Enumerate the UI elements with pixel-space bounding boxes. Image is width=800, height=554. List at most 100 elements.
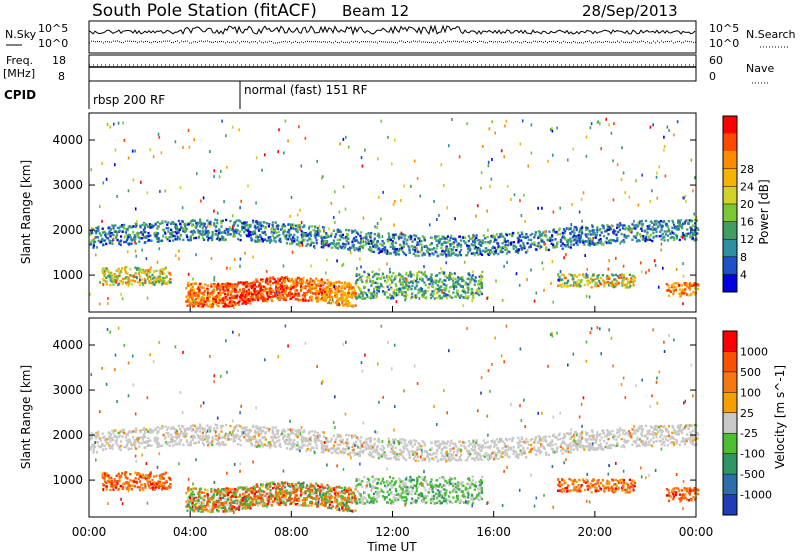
range-cell xyxy=(291,241,294,244)
range-cell xyxy=(504,243,507,246)
range-cell xyxy=(684,288,687,291)
range-cell xyxy=(464,281,467,285)
range-cell xyxy=(360,156,363,160)
range-cell xyxy=(384,246,387,250)
range-cell xyxy=(251,435,255,439)
range-cell xyxy=(207,229,210,233)
range-cell xyxy=(130,443,133,446)
range-cell xyxy=(535,291,538,295)
range-cell xyxy=(308,430,311,433)
range-cell xyxy=(352,443,355,446)
y-tick-label: 1000 xyxy=(52,268,83,282)
range-cell xyxy=(91,433,94,436)
range-cell xyxy=(296,444,299,447)
nave-tick-top: 60 xyxy=(709,54,723,67)
range-cell xyxy=(379,242,382,246)
range-cell xyxy=(231,299,234,303)
range-cell xyxy=(414,246,417,249)
range-cell xyxy=(389,283,392,286)
range-cell xyxy=(165,432,168,435)
range-cell xyxy=(325,234,329,238)
range-cell xyxy=(340,281,343,285)
range-cell xyxy=(462,239,465,243)
range-cell xyxy=(429,243,432,246)
range-cell xyxy=(559,278,562,281)
range-cell xyxy=(640,222,643,226)
range-cell xyxy=(256,431,259,434)
range-cell xyxy=(259,297,262,300)
range-cell xyxy=(296,228,299,231)
range-cell xyxy=(595,284,598,288)
range-cell xyxy=(600,240,603,243)
power-scatter xyxy=(89,117,700,309)
range-cell xyxy=(415,243,419,247)
range-cell xyxy=(687,294,691,297)
range-cell xyxy=(220,286,223,289)
range-cell xyxy=(107,297,109,300)
range-cell xyxy=(116,238,119,242)
range-cell xyxy=(359,278,362,281)
range-cell xyxy=(318,435,321,438)
range-cell xyxy=(414,250,417,253)
range-cell xyxy=(204,283,207,286)
range-cell xyxy=(684,194,687,198)
range-cell xyxy=(270,298,273,302)
range-cell xyxy=(265,222,268,225)
range-cell xyxy=(622,264,625,268)
range-cell xyxy=(564,238,567,241)
range-cell xyxy=(593,229,596,232)
range-cell xyxy=(623,233,626,237)
range-cell xyxy=(340,293,343,297)
range-cell xyxy=(118,272,121,275)
range-cell xyxy=(596,226,599,229)
range-cell xyxy=(618,228,621,232)
range-cell xyxy=(134,207,137,211)
range-cell xyxy=(689,226,692,229)
range-cell xyxy=(448,144,450,148)
range-cell xyxy=(431,282,434,286)
range-cell xyxy=(482,234,485,237)
range-cell xyxy=(134,235,137,238)
range-cell xyxy=(271,227,274,230)
range-cell xyxy=(445,237,448,240)
range-cell xyxy=(261,297,264,300)
range-cell xyxy=(569,246,572,249)
range-cell xyxy=(681,231,684,235)
range-cell xyxy=(278,283,281,286)
range-cell xyxy=(282,232,285,235)
range-cell xyxy=(595,282,598,285)
range-cell xyxy=(299,429,302,432)
range-cell xyxy=(435,251,438,254)
range-cell xyxy=(127,284,130,288)
power-colorbar-label: Power [dB] xyxy=(757,179,771,244)
range-cell xyxy=(114,163,116,167)
nave-label: Nave xyxy=(746,62,774,75)
range-cell xyxy=(389,267,391,271)
range-cell xyxy=(543,234,546,237)
range-cell xyxy=(428,278,431,281)
range-cell xyxy=(188,284,191,287)
range-cell xyxy=(625,235,628,238)
range-cell xyxy=(156,426,159,429)
range-cell xyxy=(358,450,361,454)
range-cell xyxy=(143,271,146,274)
range-cell xyxy=(389,252,392,255)
range-cell xyxy=(628,286,631,289)
range-cell xyxy=(451,118,453,121)
range-cell xyxy=(411,284,414,288)
range-cell xyxy=(322,281,325,285)
range-cell xyxy=(337,435,341,438)
range-cell xyxy=(551,260,554,264)
range-cell xyxy=(284,279,287,282)
range-cell xyxy=(298,125,300,129)
range-cell xyxy=(197,304,200,308)
range-cell xyxy=(317,439,320,442)
range-cell xyxy=(112,227,115,230)
range-cell xyxy=(193,300,196,304)
range-cell xyxy=(288,440,291,443)
range-cell xyxy=(588,281,592,284)
range-cell xyxy=(562,235,565,238)
range-cell xyxy=(128,225,131,228)
range-cell xyxy=(585,135,588,139)
range-cell xyxy=(630,280,633,283)
